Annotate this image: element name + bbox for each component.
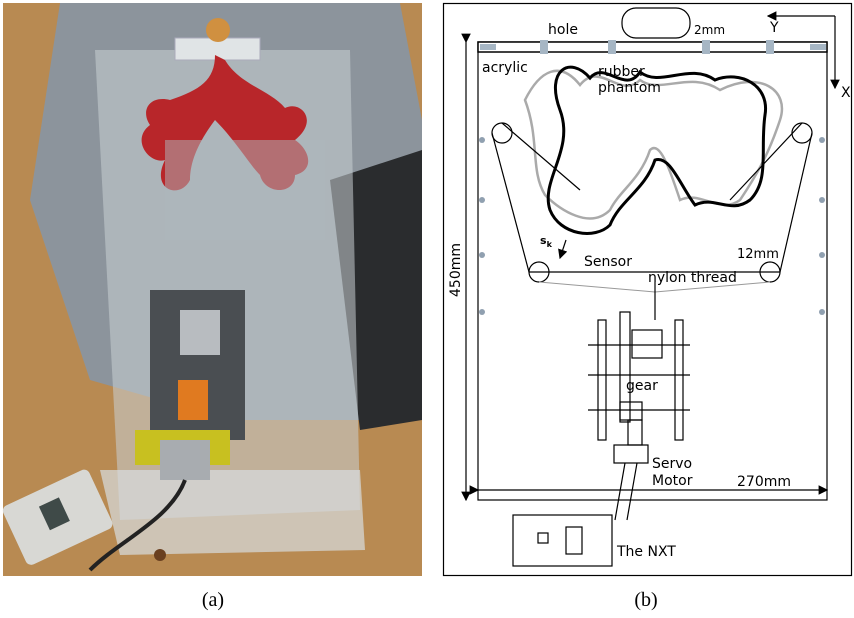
caption: (a): [202, 589, 224, 611]
gap-label: 2mm: [694, 23, 725, 37]
caption: (b): [634, 589, 657, 611]
height-label: 450mm: [448, 243, 464, 297]
figure: hole 2mm Y X acrylic rubber phantom sk S…: [0, 0, 854, 618]
photo: [1, 3, 422, 576]
sensor-label: Sensor: [584, 254, 632, 270]
width-label: 270mm: [737, 474, 791, 490]
motor-label: Motor: [652, 473, 693, 489]
sensor-symbol: sk: [540, 234, 553, 249]
x-axis-label: X: [841, 85, 851, 101]
sensor-index: k: [547, 240, 553, 249]
pulley-label: 12mm: [737, 247, 779, 262]
gear-label: gear: [626, 378, 658, 394]
diagram: hole 2mm Y X acrylic rubber phantom sk S…: [444, 4, 852, 576]
thread-label: nylon thread: [648, 270, 737, 286]
acrylic-label: acrylic: [482, 60, 528, 76]
nxt-label: The NXT: [616, 544, 676, 560]
phantom-label: rubber: [598, 64, 645, 80]
phantom-label: phantom: [598, 80, 661, 96]
motor-label: Servo: [652, 456, 692, 472]
hole-label: hole: [548, 22, 578, 38]
y-axis-label: Y: [769, 20, 779, 36]
